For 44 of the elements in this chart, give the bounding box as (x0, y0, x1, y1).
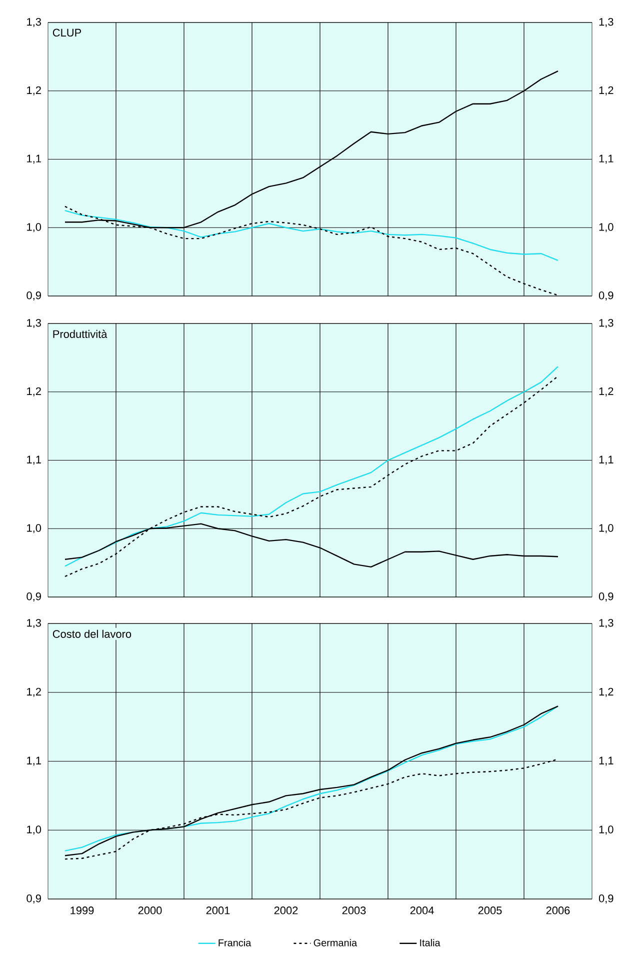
y2-tick-label: 1,0 (599, 223, 614, 232)
y2-tick-label: 1,2 (599, 86, 614, 96)
x-tick-label: 2002 (274, 906, 298, 914)
x-tick-label: 2005 (478, 906, 502, 914)
y-tick-label: 1,1 (27, 756, 41, 766)
y-tick-label: 1,1 (27, 154, 41, 164)
y-tick-label: 0,9 (26, 894, 41, 904)
y-tick-label: 1,2 (27, 688, 41, 697)
legend-label: Francia (218, 939, 252, 946)
y-tick-label: 0,9 (26, 291, 41, 301)
chart-title: CLUP (52, 28, 82, 37)
y-tick-label: 1,3 (27, 18, 41, 28)
y2-tick-label: 1,2 (599, 387, 614, 396)
y-tick-label: 1,0 (27, 826, 42, 835)
y2-tick-label: 1,0 (599, 826, 614, 835)
y2-tick-label: 1,1 (599, 456, 614, 465)
y2-tick-label: 0,9 (598, 592, 614, 602)
y2-tick-label: 0,9 (598, 894, 614, 904)
chart-title: Produttività (53, 330, 108, 338)
y2-tick-label: 1,2 (599, 688, 614, 697)
y-tick-label: 1,2 (27, 86, 41, 96)
y-tick-label: 1,2 (27, 387, 41, 396)
legend-label: Italia (420, 939, 440, 946)
x-tick-label: 2006 (546, 906, 570, 914)
y-tick-label: 1,0 (27, 223, 42, 232)
y-tick-label: 1,3 (27, 618, 41, 628)
x-tick-label: 1999 (70, 906, 94, 914)
y2-tick-label: 1,0 (599, 524, 614, 534)
y2-tick-label: 1,3 (599, 318, 614, 328)
x-tick-label: 2003 (342, 906, 366, 914)
chart-title: Costo del lavoro (52, 630, 132, 638)
y2-tick-label: 0,9 (598, 291, 614, 301)
y-tick-label: 1,0 (27, 524, 42, 534)
y-tick-label: 0,9 (26, 592, 41, 602)
x-tick-label: 2004 (410, 906, 434, 914)
y-tick-label: 1,3 (27, 318, 41, 328)
y2-tick-label: 1,3 (599, 18, 614, 28)
x-tick-label: 2000 (138, 906, 162, 914)
y-tick-label: 1,1 (27, 456, 41, 465)
x-tick-label: 2001 (206, 906, 230, 914)
legend-label: Germania (314, 939, 358, 946)
y2-tick-label: 1,1 (599, 154, 614, 164)
y2-tick-label: 1,3 (599, 618, 614, 628)
y2-tick-label: 1,1 (599, 756, 614, 766)
